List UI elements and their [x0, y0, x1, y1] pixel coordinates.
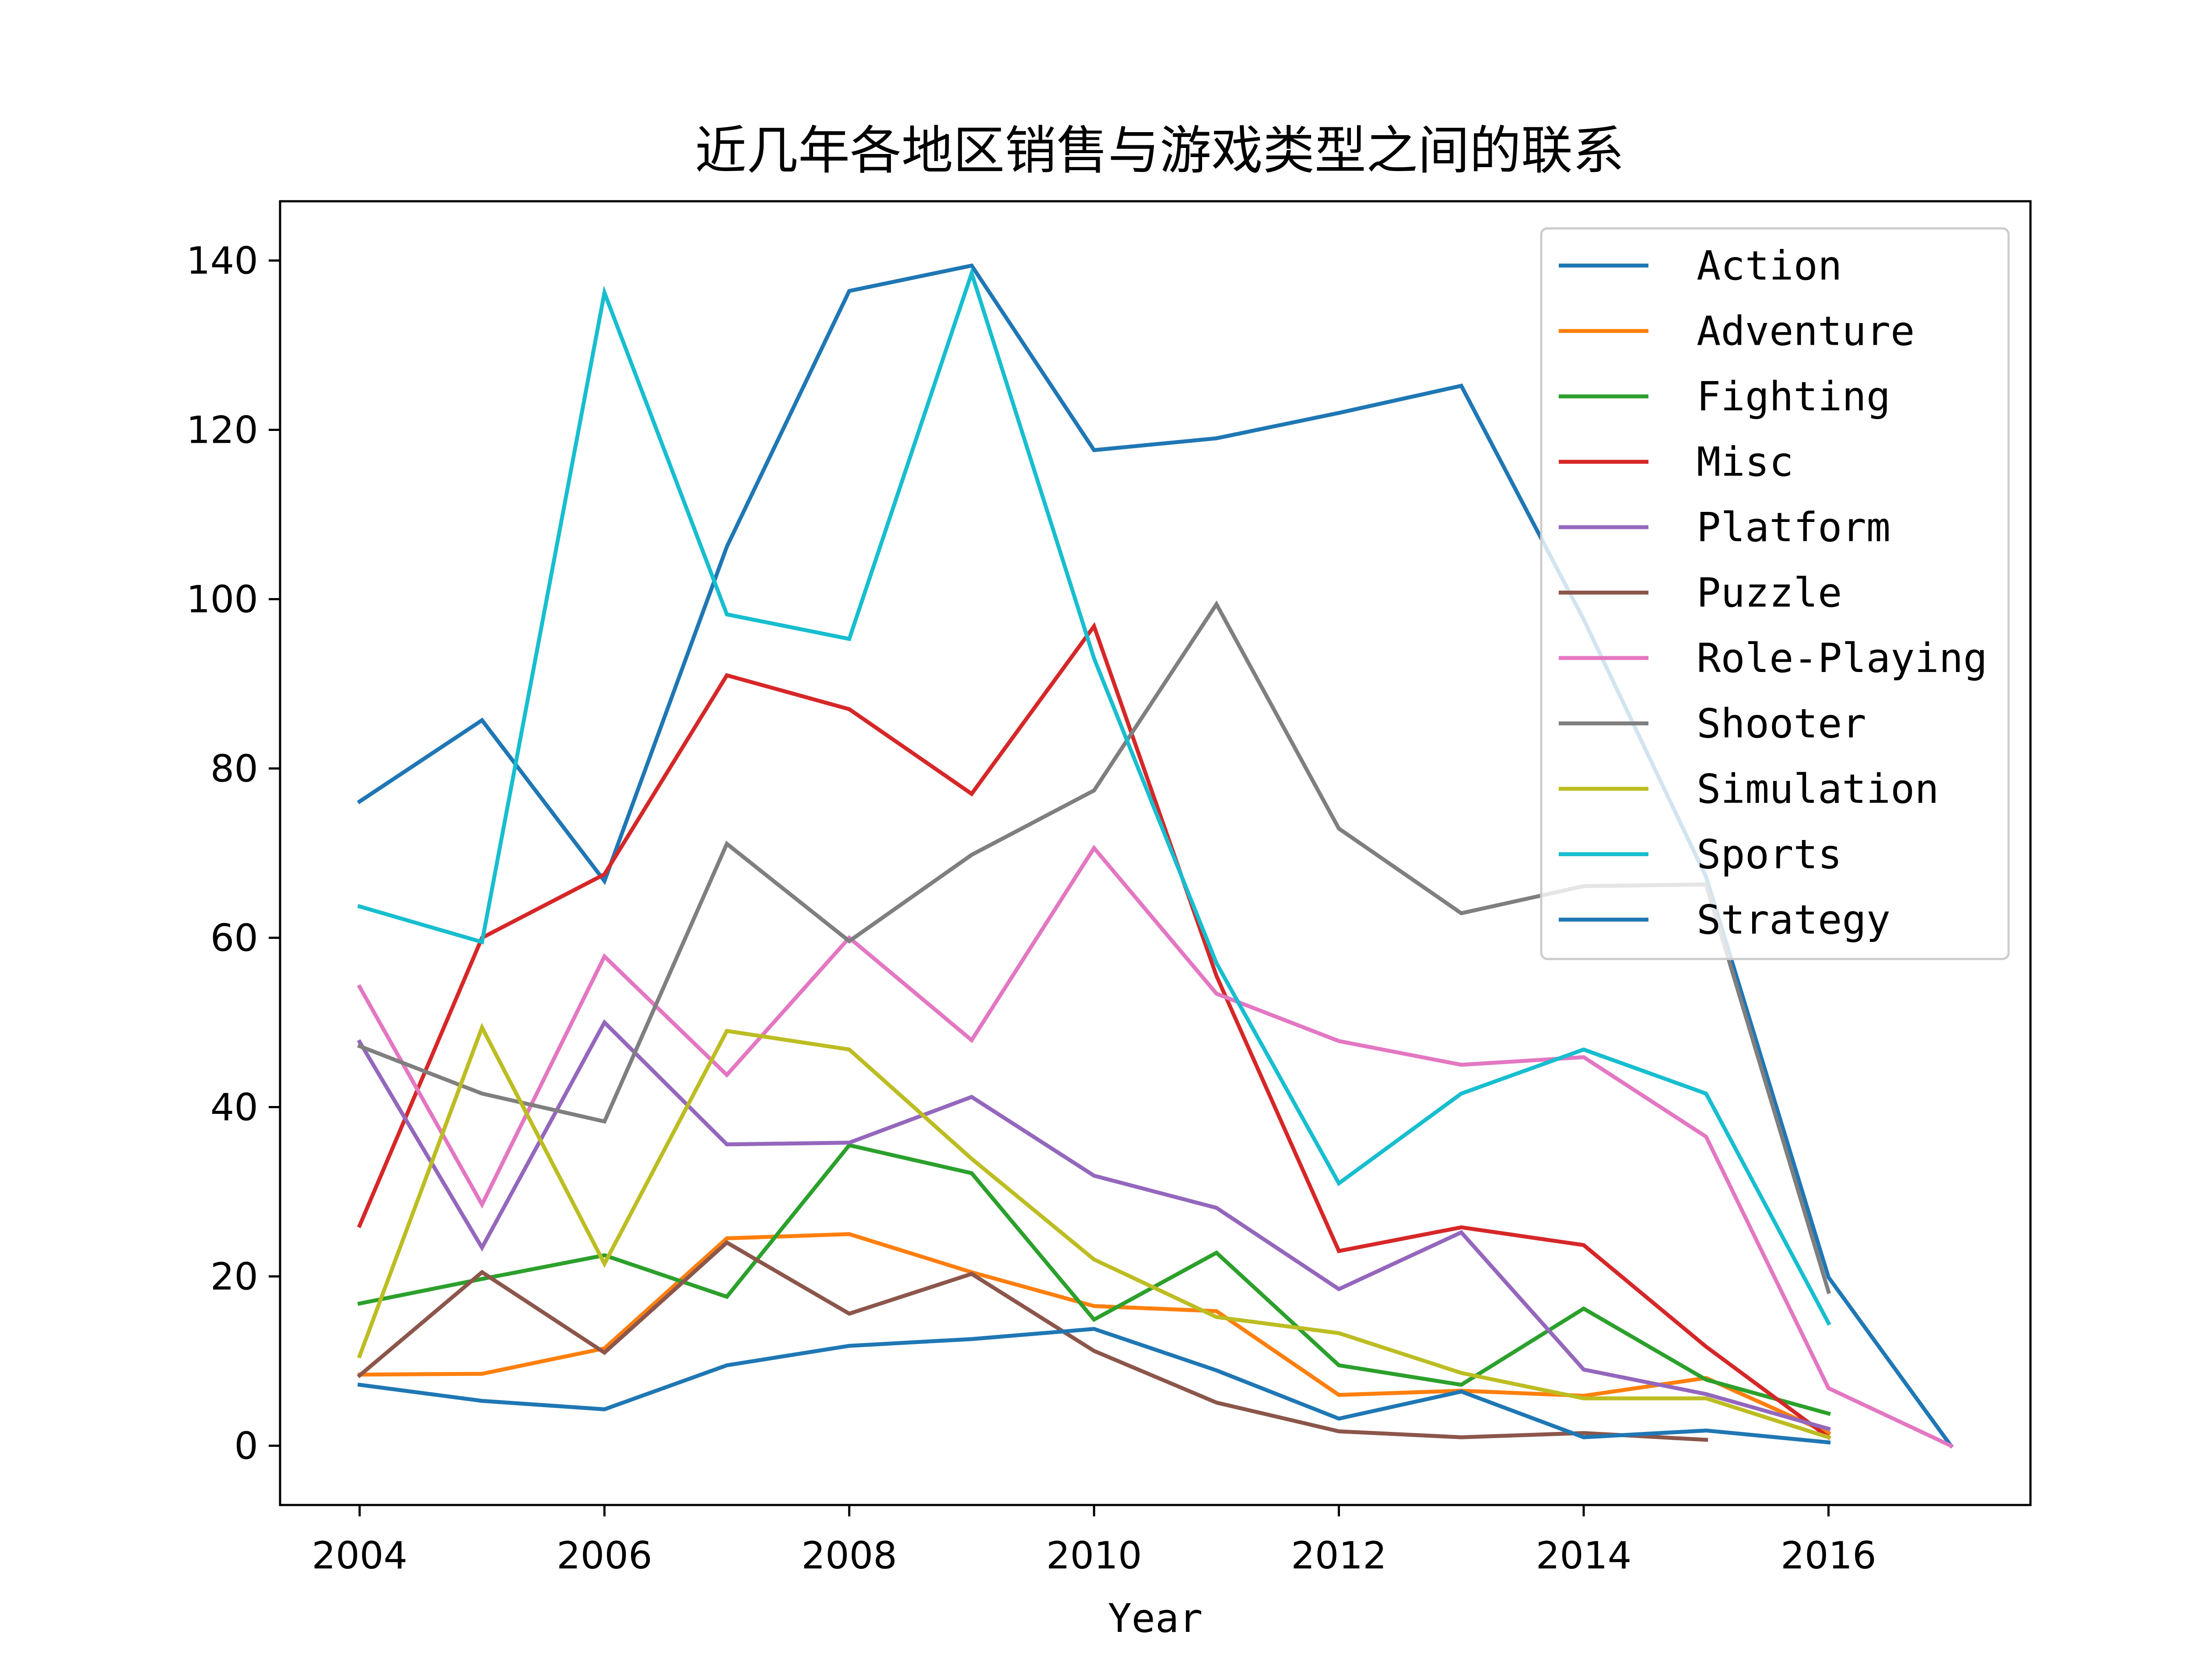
y-tick-label: 20	[210, 1255, 258, 1299]
x-tick-label: 2004	[312, 1534, 407, 1578]
series-line-role-playing	[357, 844, 1954, 1449]
legend-label-simulation: Simulation	[1697, 766, 1939, 812]
x-tick-label: 2010	[1046, 1534, 1142, 1578]
x-tick-label: 2008	[801, 1534, 897, 1578]
legend-label-sports: Sports	[1697, 831, 1842, 878]
legend-label-action: Action	[1697, 242, 1842, 289]
x-axis: 2004 2006 2008 2010 2012 2014 2016	[312, 1505, 1876, 1578]
x-axis-label: Year	[1108, 1596, 1203, 1642]
legend-label-puzzle: Puzzle	[1697, 570, 1842, 616]
y-tick-label: 0	[234, 1424, 258, 1468]
legend-label-platform: Platform	[1697, 504, 1890, 551]
series-line-fighting	[357, 1143, 1831, 1416]
y-axis: 0 20 40 60 80 100 120 140	[186, 239, 280, 1468]
y-tick-label: 100	[186, 578, 258, 621]
legend-label-misc: Misc	[1697, 439, 1794, 486]
y-tick-label: 60	[210, 917, 258, 960]
legend-label-strategy: Strategy	[1697, 896, 1890, 943]
legend: Action Adventure Fighting Misc Platform Puzzl…	[1540, 227, 2010, 960]
series-line-platform	[357, 1019, 1831, 1432]
x-tick-label: 2012	[1291, 1534, 1387, 1578]
series-line-misc	[357, 622, 1831, 1440]
series-line-adventure	[358, 1232, 1831, 1436]
chart-title: 近几年各地区销售与游戏类型之间的联系	[695, 120, 1624, 181]
y-tick-label: 140	[186, 239, 258, 283]
series-line-strategy	[357, 1326, 1831, 1445]
y-tick-label: 120	[186, 408, 258, 452]
series-line-puzzle	[357, 1240, 1708, 1442]
plot-area	[357, 263, 1954, 1449]
series-line-simulation	[357, 1022, 1831, 1440]
y-tick-label: 40	[210, 1086, 258, 1130]
y-tick-label: 80	[210, 747, 258, 791]
legend-label-adventure: Adventure	[1697, 308, 1915, 355]
x-tick-label: 2014	[1536, 1534, 1632, 1578]
legend-box	[1540, 227, 2010, 960]
plot-frame	[279, 200, 2032, 1506]
x-tick-label: 2006	[557, 1534, 652, 1578]
legend-label-fighting: Fighting	[1697, 373, 1890, 420]
legend-label-role-playing: Role-Playing	[1697, 635, 1988, 682]
legend-label-shooter: Shooter	[1697, 700, 1866, 747]
x-tick-label: 2016	[1781, 1534, 1876, 1578]
series-line-sports	[357, 266, 1831, 1326]
